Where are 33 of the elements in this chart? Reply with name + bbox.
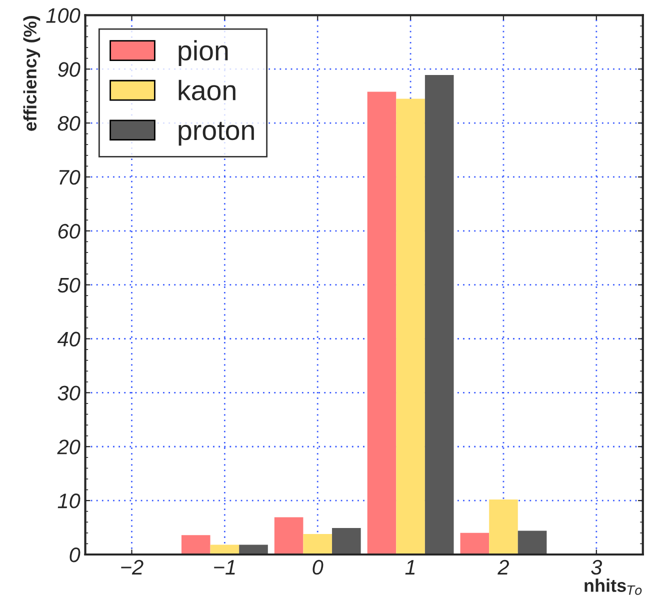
bar — [489, 499, 518, 554]
y-tick-label: 90 — [58, 62, 80, 77]
x-tick-label: 2 — [498, 560, 509, 574]
x-tick-label: −1 — [214, 560, 235, 574]
bar — [518, 530, 547, 554]
bar — [396, 98, 425, 554]
legend-label: proton — [178, 122, 254, 146]
bar — [303, 534, 332, 554]
y-tick-label: 80 — [58, 116, 80, 131]
x-tick-label: −2 — [121, 560, 144, 574]
y-axis-title: efficiency (%) — [23, 16, 40, 131]
bar — [274, 517, 304, 554]
bar — [424, 75, 454, 554]
y-tick-label: 10 — [58, 494, 80, 508]
y-tick-label: 20 — [57, 440, 80, 454]
y-tick-label: 50 — [58, 278, 80, 293]
y-tick-label: 30 — [58, 386, 80, 400]
bar — [460, 532, 490, 554]
x-tick-label: 3 — [591, 560, 602, 575]
y-tick-label: 0 — [70, 547, 80, 562]
legend-label: kaon — [178, 80, 236, 100]
y-tick-label: 60 — [58, 224, 80, 239]
x-axis-title: nhits$_{To}$ — [584, 578, 642, 595]
y-tick-label: 100 — [46, 8, 80, 23]
bar — [210, 544, 240, 554]
x-tick-label: 0 — [312, 560, 324, 575]
y-tick-label: 40 — [57, 332, 80, 347]
y-tick-label: 70 — [59, 170, 80, 185]
legend-label: pion — [178, 40, 228, 66]
x-tick-label: 1 — [405, 560, 415, 574]
bar — [367, 92, 396, 554]
bar — [332, 528, 361, 554]
bar — [181, 535, 210, 554]
